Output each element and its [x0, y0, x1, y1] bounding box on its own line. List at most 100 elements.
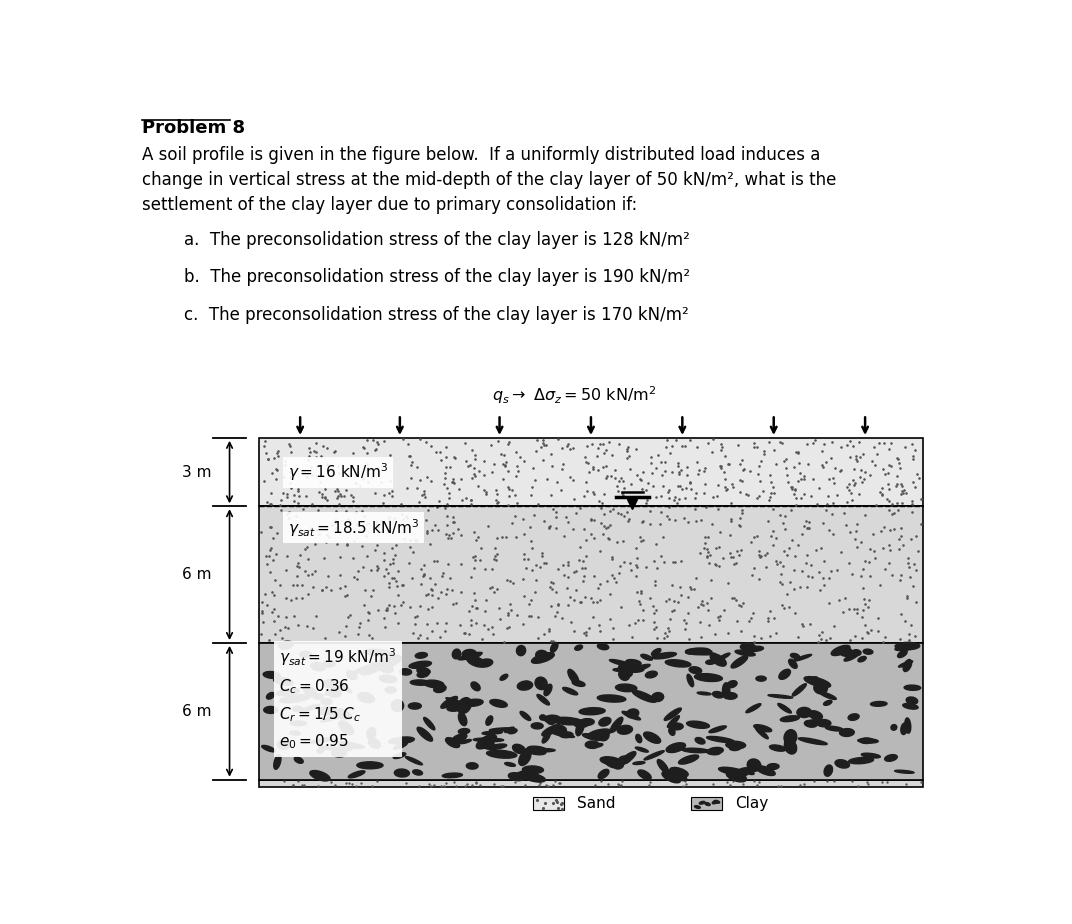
Ellipse shape [300, 651, 312, 658]
Ellipse shape [636, 735, 642, 743]
Point [367, 442, 384, 456]
Point [878, 774, 895, 789]
Text: 6 m: 6 m [181, 567, 211, 582]
Point [788, 491, 805, 505]
Ellipse shape [413, 770, 422, 775]
Ellipse shape [541, 724, 561, 736]
Ellipse shape [710, 749, 720, 755]
Point [867, 497, 884, 512]
Point [821, 596, 838, 611]
Ellipse shape [482, 743, 496, 749]
Point [418, 469, 435, 484]
Point [359, 459, 376, 474]
Point [721, 514, 739, 529]
Point [313, 468, 330, 482]
Point [516, 527, 533, 541]
Point [733, 505, 750, 520]
Ellipse shape [486, 716, 493, 725]
Ellipse shape [544, 685, 552, 696]
Point [790, 444, 807, 459]
Point [257, 445, 274, 460]
Point [516, 589, 533, 603]
Point [891, 531, 908, 546]
Point [417, 435, 434, 450]
Point [668, 495, 685, 510]
Ellipse shape [784, 730, 796, 745]
Point [369, 559, 386, 574]
Point [641, 778, 658, 793]
Point [548, 474, 565, 489]
Point [353, 539, 370, 553]
Ellipse shape [446, 698, 468, 707]
Point [266, 588, 283, 602]
Point [507, 469, 524, 484]
Point [565, 441, 582, 456]
Point [406, 533, 423, 548]
Point [442, 459, 459, 474]
Ellipse shape [551, 642, 557, 652]
Ellipse shape [723, 683, 730, 699]
Text: A soil profile is given in the figure below.  If a uniformly distributed load in: A soil profile is given in the figure be… [143, 146, 836, 213]
Ellipse shape [668, 716, 680, 727]
Point [584, 484, 601, 499]
Point [653, 455, 670, 469]
Point [842, 525, 859, 540]
Point [274, 630, 292, 645]
Point [530, 610, 547, 625]
Point [352, 479, 369, 493]
Ellipse shape [411, 680, 430, 686]
Point [819, 773, 836, 788]
Point [853, 475, 870, 490]
Point [302, 460, 319, 475]
Point [591, 618, 608, 633]
Point [806, 432, 823, 447]
Point [279, 621, 296, 636]
Point [863, 623, 880, 638]
Point [486, 776, 503, 791]
Point [382, 447, 399, 462]
Point [341, 776, 358, 791]
Point [291, 560, 308, 575]
Point [530, 496, 547, 511]
Point [255, 473, 272, 488]
Point [712, 436, 729, 451]
Point [676, 439, 694, 454]
Point [770, 779, 787, 794]
Point [798, 514, 815, 529]
Point [848, 602, 865, 616]
Point [415, 567, 432, 582]
Ellipse shape [687, 721, 710, 728]
Ellipse shape [522, 766, 544, 773]
Point [760, 514, 777, 529]
Point [265, 530, 282, 545]
Point [694, 593, 711, 608]
Point [645, 614, 662, 629]
Point [686, 491, 703, 505]
Point [734, 596, 751, 611]
Point [612, 558, 629, 573]
Point [328, 520, 345, 535]
Point [700, 435, 717, 450]
Point [804, 436, 821, 451]
Point [623, 476, 640, 491]
Point [386, 606, 403, 621]
Point [686, 502, 703, 517]
Point [576, 626, 593, 641]
Point [372, 475, 389, 490]
Point [314, 438, 331, 453]
Point [315, 551, 332, 565]
Point [520, 553, 537, 567]
Point [483, 579, 501, 594]
Point [276, 470, 293, 485]
Point [299, 568, 316, 583]
Point [898, 590, 915, 605]
Point [768, 456, 785, 471]
Point [322, 582, 339, 597]
Ellipse shape [717, 653, 730, 661]
Point [809, 635, 827, 650]
Ellipse shape [891, 724, 897, 730]
Point [262, 542, 279, 557]
Point [605, 502, 622, 517]
Point [520, 597, 537, 612]
Point [360, 628, 377, 643]
